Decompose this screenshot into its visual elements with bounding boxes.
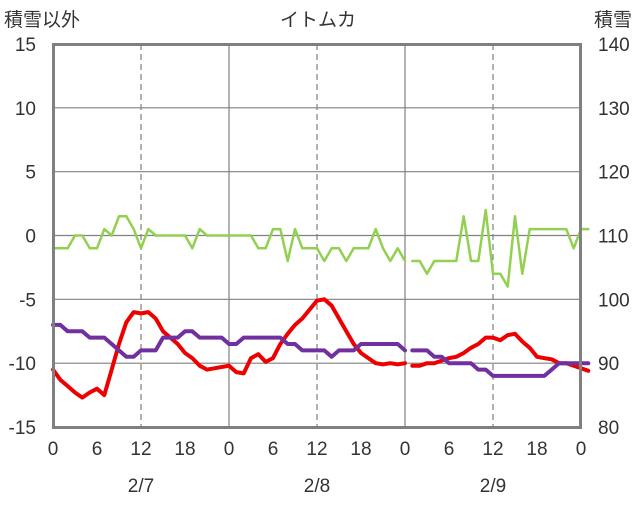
x-hour-tick-label: 18 bbox=[350, 439, 371, 460]
series-layer bbox=[51, 208, 591, 400]
right-tick-label: 110 bbox=[598, 227, 628, 248]
x-hour-tick-label: 0 bbox=[576, 439, 587, 460]
x-hour-tick-label: 18 bbox=[174, 439, 195, 460]
left-tick-label: -10 bbox=[9, 354, 36, 375]
x-date-label: 2/7 bbox=[128, 476, 154, 497]
right-tick-label: 80 bbox=[598, 418, 619, 439]
series-line-purple bbox=[410, 348, 591, 378]
left-tick-label: 10 bbox=[15, 99, 36, 120]
right-tick-label: 120 bbox=[598, 163, 630, 184]
series-line-purple bbox=[51, 322, 407, 359]
left-tick-label: 15 bbox=[15, 35, 36, 56]
x-hour-tick-label: 0 bbox=[224, 439, 235, 460]
right-tick-label: 130 bbox=[598, 99, 630, 120]
x-date-label: 2/9 bbox=[480, 476, 506, 497]
right-tick-label: 140 bbox=[598, 35, 630, 56]
chart-title: イトムカ bbox=[280, 10, 356, 31]
series-line-red bbox=[51, 297, 407, 400]
left-tick-label: 0 bbox=[25, 227, 36, 248]
series-line-snow-depth bbox=[411, 208, 590, 288]
right-tick-label: 100 bbox=[598, 290, 630, 311]
left-tick-label: -15 bbox=[9, 418, 36, 439]
x-hour-tick-label: 6 bbox=[268, 439, 279, 460]
plot-frame bbox=[52, 43, 582, 429]
x-hour-tick-label: 12 bbox=[482, 439, 503, 460]
series-line-snow-depth bbox=[51, 215, 407, 263]
x-date-label: 2/8 bbox=[304, 476, 330, 497]
right-axis-title: 積雪 bbox=[594, 9, 632, 31]
x-hour-tick-label: 12 bbox=[306, 439, 327, 460]
x-hour-tick-label: 6 bbox=[92, 439, 103, 460]
x-hour-tick-label: 0 bbox=[48, 439, 59, 460]
x-hour-tick-label: 18 bbox=[526, 439, 547, 460]
left-axis-title: 積雪以外 bbox=[4, 9, 80, 31]
x-hour-tick-label: 6 bbox=[444, 439, 455, 460]
left-tick-label: -5 bbox=[19, 290, 36, 311]
left-tick-label: 5 bbox=[25, 163, 36, 184]
x-hour-tick-label: 0 bbox=[400, 439, 411, 460]
x-hour-tick-label: 12 bbox=[130, 439, 151, 460]
right-tick-label: 90 bbox=[598, 354, 619, 375]
